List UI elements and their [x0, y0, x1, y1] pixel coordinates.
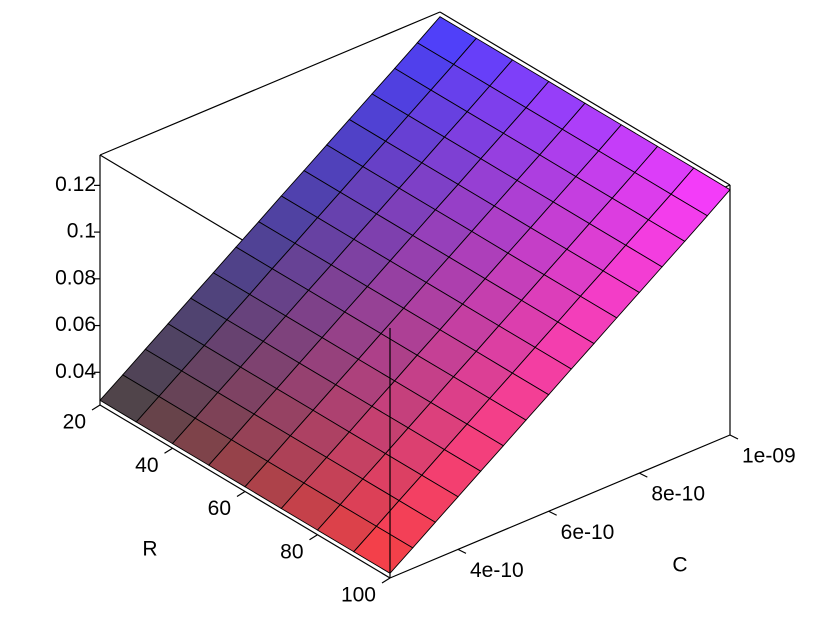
z-tick-label: 0.1: [67, 220, 96, 243]
z-tick-label: 0.08: [55, 266, 96, 289]
y-tick: [639, 472, 648, 478]
x-axis-label: R: [142, 538, 157, 561]
x-tick-label: 80: [280, 540, 303, 563]
y-tick-label: 1e-09: [742, 445, 796, 468]
y-tick: [548, 510, 557, 516]
y-tick-label: 4e-10: [470, 559, 524, 582]
surface-cell: [353, 525, 414, 574]
x-tick-label: 40: [135, 454, 158, 477]
box-edge: [389, 434, 731, 579]
x-tick: [164, 447, 173, 454]
box-edge: [439, 11, 731, 186]
z-tick-label: 0.12: [55, 173, 96, 196]
x-tick: [309, 534, 318, 541]
x-tick-label: 20: [63, 411, 86, 434]
box-edge: [99, 11, 441, 156]
y-tick-label: 8e-10: [651, 483, 705, 506]
x-tick-label: 60: [208, 497, 231, 520]
y-axis-label: C: [672, 554, 687, 577]
z-tick-label: 0.04: [55, 360, 96, 383]
y-tick-label: 6e-10: [561, 521, 615, 544]
y-tick: [729, 434, 739, 440]
x-tick: [236, 490, 246, 498]
y-tick: [457, 548, 467, 554]
z-tick-label: 0.06: [55, 313, 96, 336]
x-tick-label: 100: [341, 584, 376, 607]
x-tick: [381, 577, 391, 584]
x-tick: [91, 404, 101, 411]
